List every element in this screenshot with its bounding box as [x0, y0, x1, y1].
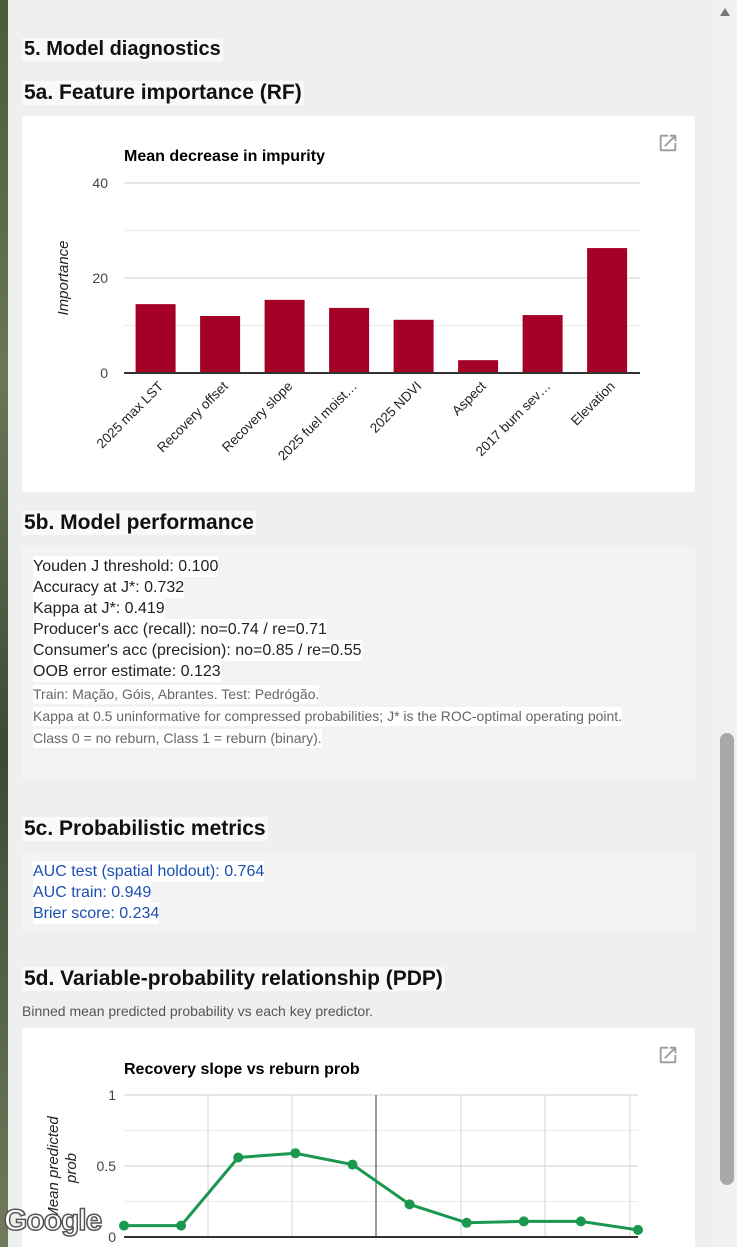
data-point — [290, 1148, 301, 1159]
google-logo: Google — [3, 1203, 103, 1238]
y-axis-label-line1: Mean predicted — [45, 1116, 62, 1220]
metric-line: Brier score: 0.234 — [33, 903, 160, 924]
scrollbar-thumb[interactable] — [720, 733, 734, 1185]
chart-title: Recovery slope vs reburn prob — [124, 1061, 360, 1078]
performance-heading: 5b. Model performance — [22, 511, 256, 535]
data-point — [633, 1224, 643, 1235]
data-point — [461, 1217, 472, 1228]
data-point — [404, 1199, 415, 1210]
bar — [264, 299, 305, 373]
y-axis-label-line2: prob — [63, 1153, 80, 1184]
data-point — [347, 1159, 358, 1170]
pdp-chart: Recovery slope vs reburn prob Mean predi… — [22, 1028, 695, 1247]
data-point — [176, 1220, 187, 1231]
y-tick-label: 0 — [100, 365, 108, 381]
metric-line: AUC test (spatial holdout): 0.764 — [33, 861, 265, 882]
y-tick-label: 40 — [92, 175, 108, 191]
bar — [393, 319, 434, 373]
bar — [329, 307, 370, 373]
y-tick-label: 0.5 — [97, 1158, 117, 1174]
note-line: Train: Mação, Góis, Abrantes. Test: Pedr… — [33, 685, 320, 704]
section-heading: 5. Model diagnostics — [22, 38, 223, 61]
chart-title: Mean decrease in impurity — [124, 148, 325, 165]
metric-line: Producer's acc (recall): no=0.74 / re=0.… — [33, 619, 327, 640]
x-tick-label: Aspect — [449, 378, 489, 418]
y-axis-label: Importance — [55, 240, 72, 315]
bar — [135, 304, 176, 373]
probabilistic-panel: AUC test (spatial holdout): 0.764 AUC tra… — [22, 851, 695, 933]
y-axis-label: Mean predictedprob — [45, 1116, 80, 1220]
metric-line: Youden J threshold: 0.100 — [33, 556, 219, 577]
bar — [200, 316, 241, 373]
data-point — [575, 1216, 586, 1227]
open-in-new-icon[interactable] — [657, 1044, 679, 1066]
metric-line: Accuracy at J*: 0.732 — [33, 577, 185, 598]
metric-line: Kappa at J*: 0.419 — [33, 598, 165, 619]
metric-line: Consumer's acc (precision): no=0.85 / re… — [33, 640, 362, 661]
bar-chart-svg: Mean decrease in impurity Importance 020… — [55, 148, 640, 463]
y-tick-label: 20 — [92, 270, 108, 286]
bar — [458, 360, 499, 373]
note-line: Class 0 = no reburn, Class 1 = reburn (b… — [33, 729, 322, 748]
pdp-subtitle: Binned mean predicted probability vs eac… — [22, 1003, 373, 1019]
open-in-new-icon[interactable] — [657, 132, 679, 154]
bar — [587, 248, 628, 373]
performance-panel: Youden J threshold: 0.100 Accuracy at J*:… — [22, 546, 695, 780]
feature-importance-chart: Mean decrease in impurity Importance 0 20… — [22, 116, 695, 492]
probabilistic-heading: 5c. Probabilistic metrics — [22, 817, 268, 841]
metric-line: OOB error estimate: 0.123 — [33, 661, 221, 682]
scrollbar[interactable] — [714, 0, 737, 1247]
arrow-up-icon[interactable] — [720, 8, 730, 16]
data-point — [119, 1220, 129, 1231]
x-tick-label: 2025 NDVI — [367, 379, 424, 436]
pdp-heading: 5d. Variable-probability relationship (P… — [22, 967, 445, 991]
data-point — [233, 1152, 244, 1163]
note-line: Kappa at 0.5 uninformative for compresse… — [33, 707, 623, 726]
map-background[interactable] — [0, 0, 8, 1247]
metric-line: AUC train: 0.949 — [33, 882, 152, 903]
x-tick-label: Elevation — [568, 379, 618, 429]
data-point — [518, 1216, 529, 1227]
line-chart-svg: Recovery slope vs reburn prob Mean predi… — [45, 1061, 643, 1245]
bar — [522, 315, 563, 373]
x-tick-label: 2025 max LST — [94, 379, 167, 452]
y-tick-label: 0 — [108, 1229, 116, 1245]
series-line — [124, 1151, 639, 1232]
y-tick-label: 1 — [108, 1087, 116, 1103]
feature-importance-heading: 5a. Feature importance (RF) — [22, 81, 304, 105]
